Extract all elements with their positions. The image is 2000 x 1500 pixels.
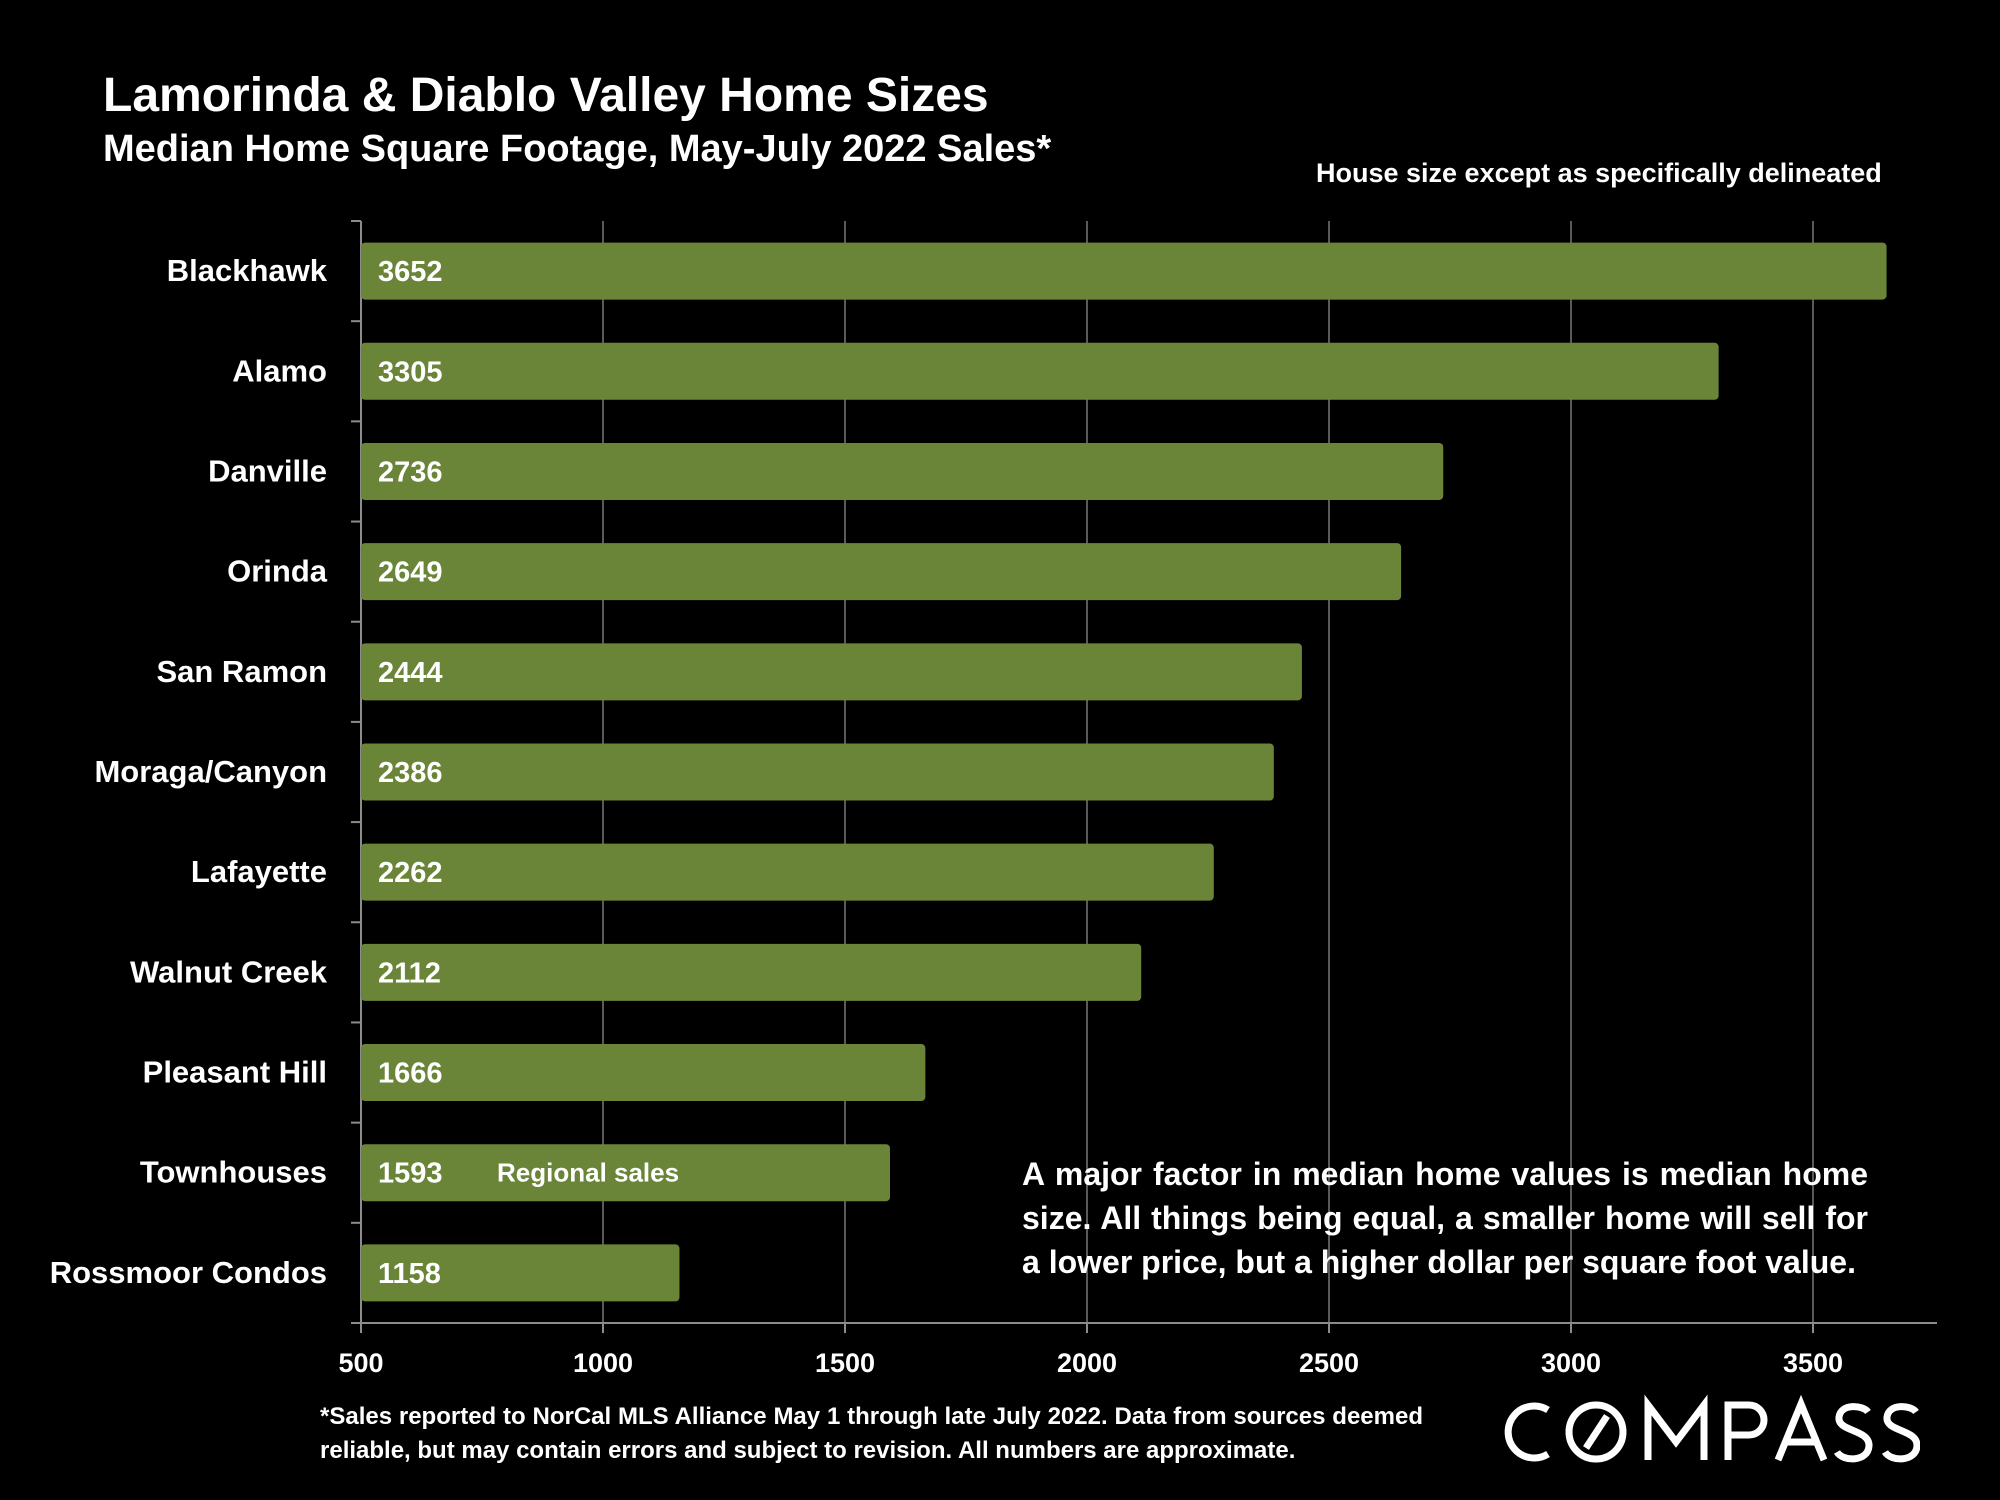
data-label: 2736: [378, 456, 443, 488]
data-label: 1593: [378, 1158, 443, 1190]
bar: [361, 743, 1274, 801]
category-label: Pleasant Hill: [143, 1055, 327, 1090]
data-label: 3652: [378, 256, 443, 288]
category-label: Moraga/Canyon: [94, 754, 327, 789]
bar: [361, 1144, 891, 1202]
data-label: 2444: [378, 657, 443, 689]
category-label: Lafayette: [191, 854, 327, 889]
data-label: 2262: [378, 857, 443, 889]
category-label: Alamo: [232, 353, 327, 388]
data-label: 1666: [378, 1058, 443, 1090]
x-tick-label: 3000: [1541, 1348, 1601, 1378]
annotation-text: A major factor in median home values is …: [1022, 1156, 1868, 1280]
category-label: Rossmoor Condos: [50, 1255, 327, 1290]
bar: [361, 242, 1887, 300]
bar: [361, 1044, 926, 1102]
x-tick-label: 2500: [1299, 1348, 1359, 1378]
chart-title: Lamorinda & Diablo Valley Home Sizes: [103, 69, 989, 122]
category-label: Danville: [208, 453, 327, 488]
bar-annotation: Regional sales: [497, 1158, 679, 1188]
category-label: San Ramon: [156, 654, 327, 689]
category-label: Blackhawk: [167, 253, 328, 288]
x-tick-label: 1000: [573, 1348, 633, 1378]
x-tick-label: 3500: [1783, 1348, 1843, 1378]
x-tick-label: 500: [338, 1348, 383, 1378]
bar: [361, 943, 1142, 1001]
x-tick-label: 1500: [815, 1348, 875, 1378]
data-label: 2386: [378, 757, 443, 789]
data-label: 3305: [378, 356, 443, 388]
chart-note: House size except as specifically deline…: [1316, 158, 1882, 188]
category-label: Walnut Creek: [130, 954, 328, 989]
bar: [361, 643, 1302, 701]
data-label: 2649: [378, 557, 443, 589]
data-label: 2112: [378, 957, 441, 989]
data-label: 1158: [378, 1258, 441, 1290]
category-label: Orinda: [227, 554, 328, 589]
bar: [361, 843, 1214, 901]
bar: [361, 543, 1402, 601]
bar: [361, 342, 1719, 400]
x-tick-label: 2000: [1057, 1348, 1117, 1378]
bar: [361, 442, 1444, 500]
category-label: Townhouses: [140, 1155, 327, 1190]
chart-subtitle: Median Home Square Footage, May-July 202…: [103, 128, 1052, 170]
compass-logo: [1504, 1394, 1920, 1463]
bar: [361, 1244, 680, 1302]
footnote: *Sales reported to NorCal MLS Alliance M…: [320, 1403, 1423, 1464]
